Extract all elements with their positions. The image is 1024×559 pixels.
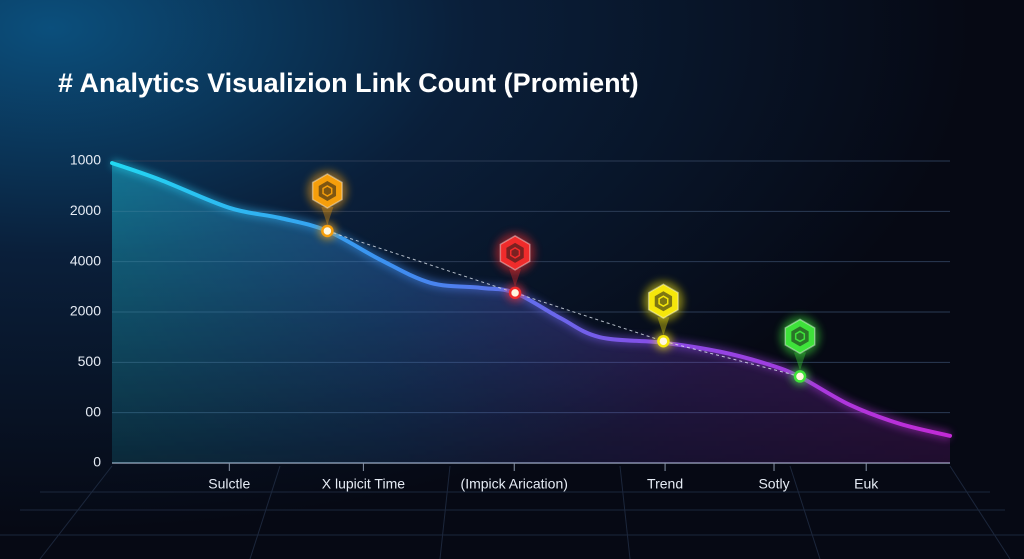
y-tick-label: 2000 — [70, 202, 101, 218]
x-tick-label: (Impick Arication) — [461, 476, 568, 492]
pin-stem — [509, 268, 522, 287]
pin-icon-inner — [506, 242, 524, 263]
x-tick-label: Trend — [647, 476, 683, 492]
y-tick-label: 1000 — [70, 152, 101, 168]
pin-icon-core — [322, 185, 333, 197]
pin-icon-inner — [318, 180, 337, 201]
highlight-marker — [793, 370, 807, 383]
chart-title: # Analytics Visualizion Link Count (Prom… — [58, 68, 639, 98]
highlight-marker — [657, 334, 670, 348]
pin-icon-core — [509, 247, 521, 259]
x-tick-label: X lupicit Time — [322, 476, 405, 492]
pin-icon-inner — [654, 291, 673, 312]
y-tick-label: 0 — [93, 454, 101, 470]
pin-icon-inner — [791, 326, 809, 347]
y-tick-label: 500 — [78, 353, 102, 369]
pin-stem — [657, 317, 670, 336]
pin-icon-core — [658, 295, 669, 308]
floor-grid — [0, 465, 1024, 559]
y-tick-label: 4000 — [70, 252, 101, 268]
x-tick-label: Sotly — [758, 476, 789, 492]
area — [112, 163, 950, 463]
x-tick-label: Euk — [854, 476, 879, 492]
highlight-marker — [321, 224, 334, 238]
dashed-trend — [327, 230, 801, 377]
y-tick-label: 2000 — [70, 303, 101, 319]
pin-stem — [793, 352, 806, 371]
pin-stem — [321, 206, 334, 225]
x-tick-label: Sulctle — [208, 476, 250, 492]
pin-icon-core — [794, 330, 806, 343]
highlight-marker — [508, 286, 522, 300]
y-tick-label: 00 — [85, 403, 101, 419]
